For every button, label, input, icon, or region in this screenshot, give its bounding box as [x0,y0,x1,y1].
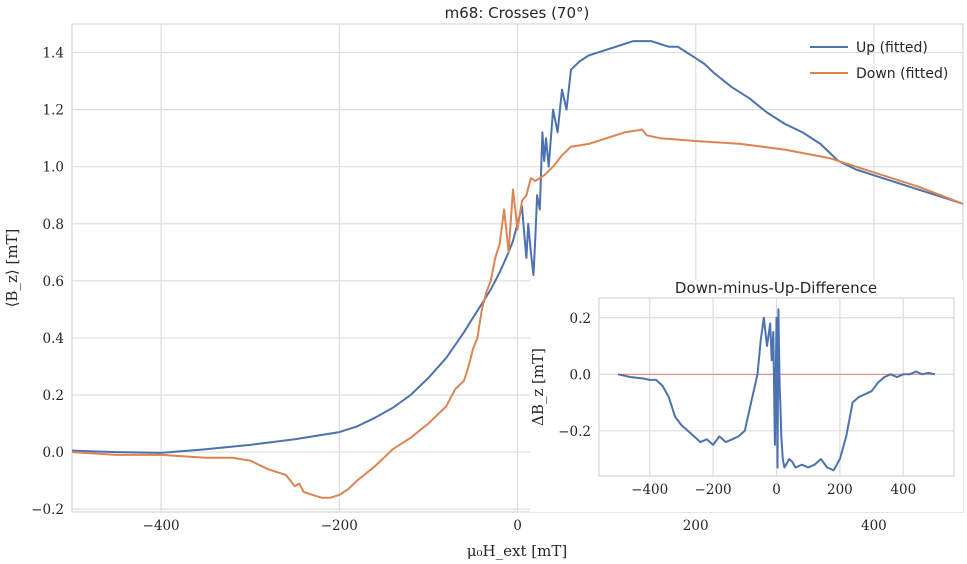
main-x-tick-label: −400 [143,518,180,534]
legend-label-up: Up (fitted) [856,40,928,56]
inset-x-tick-label: 400 [890,482,916,498]
inset-y-tick-label: −0.2 [558,424,591,440]
main-axes: −400 −200 0 200 400 −0.2 0.0 0.2 0.4 0.6 0.8 1.0 1.… [3,4,964,560]
inset-y-tick-label: 0.0 [570,367,591,383]
main-y-tick-label: 0.8 [43,217,64,233]
main-x-tick-label: 400 [861,518,887,534]
main-x-tick-label: 200 [683,518,709,534]
main-x-tick-labels: −400 −200 0 200 400 [143,518,887,534]
main-x-tick-label: −200 [321,518,358,534]
main-series-line-down-fitted [71,128,964,499]
main-y-tick-label: 0.6 [43,274,64,290]
inset-series-line-difference [617,308,936,472]
inset-chart-title: Down-minus-Up-Difference [675,279,877,297]
inset-x-tick-label: 0 [772,482,781,498]
main-x-tick-label: 0 [513,518,522,534]
inset-axes: −400 −200 0 200 400 −0.2 0.0 0.2 Down-minus-Up… [529,279,963,512]
main-y-tick-labels: −0.2 0.0 0.2 0.4 0.6 0.8 1.0 1.2 1.4 [31,46,64,519]
inset-y-axis-label: ΔB_z [mT] [529,348,547,426]
main-y-tick-label: 0.4 [43,331,64,347]
legend-label-down: Down (fitted) [856,66,948,82]
main-x-axis-label: μ₀H_ext [mT] [467,542,567,560]
main-y-tick-label: 1.0 [43,160,64,176]
main-y-tick-label: 0.0 [43,445,64,461]
main-y-tick-label: 0.2 [43,388,64,404]
main-series-line-up-fitted [71,40,964,454]
inset-y-tick-label: 0.2 [570,311,591,327]
inset-x-tick-labels: −400 −200 0 200 400 [631,482,916,498]
legend: Up (fitted) Down (fitted) [810,40,948,82]
main-series [71,40,964,499]
main-chart-title: m68: Crosses (70°) [445,4,590,22]
main-y-tick-label: 1.2 [43,103,64,119]
inset-series [617,308,936,472]
main-y-tick-label: −0.2 [31,502,64,518]
inset-x-tick-label: −200 [695,482,732,498]
inset-x-tick-label: −400 [631,482,668,498]
inset-y-tick-labels: −0.2 0.0 0.2 [558,311,591,440]
inset-x-tick-label: 200 [827,482,853,498]
main-y-tick-label: 1.4 [43,46,64,62]
main-y-axis-label: ⟨B_z⟩ [mT] [3,229,21,308]
